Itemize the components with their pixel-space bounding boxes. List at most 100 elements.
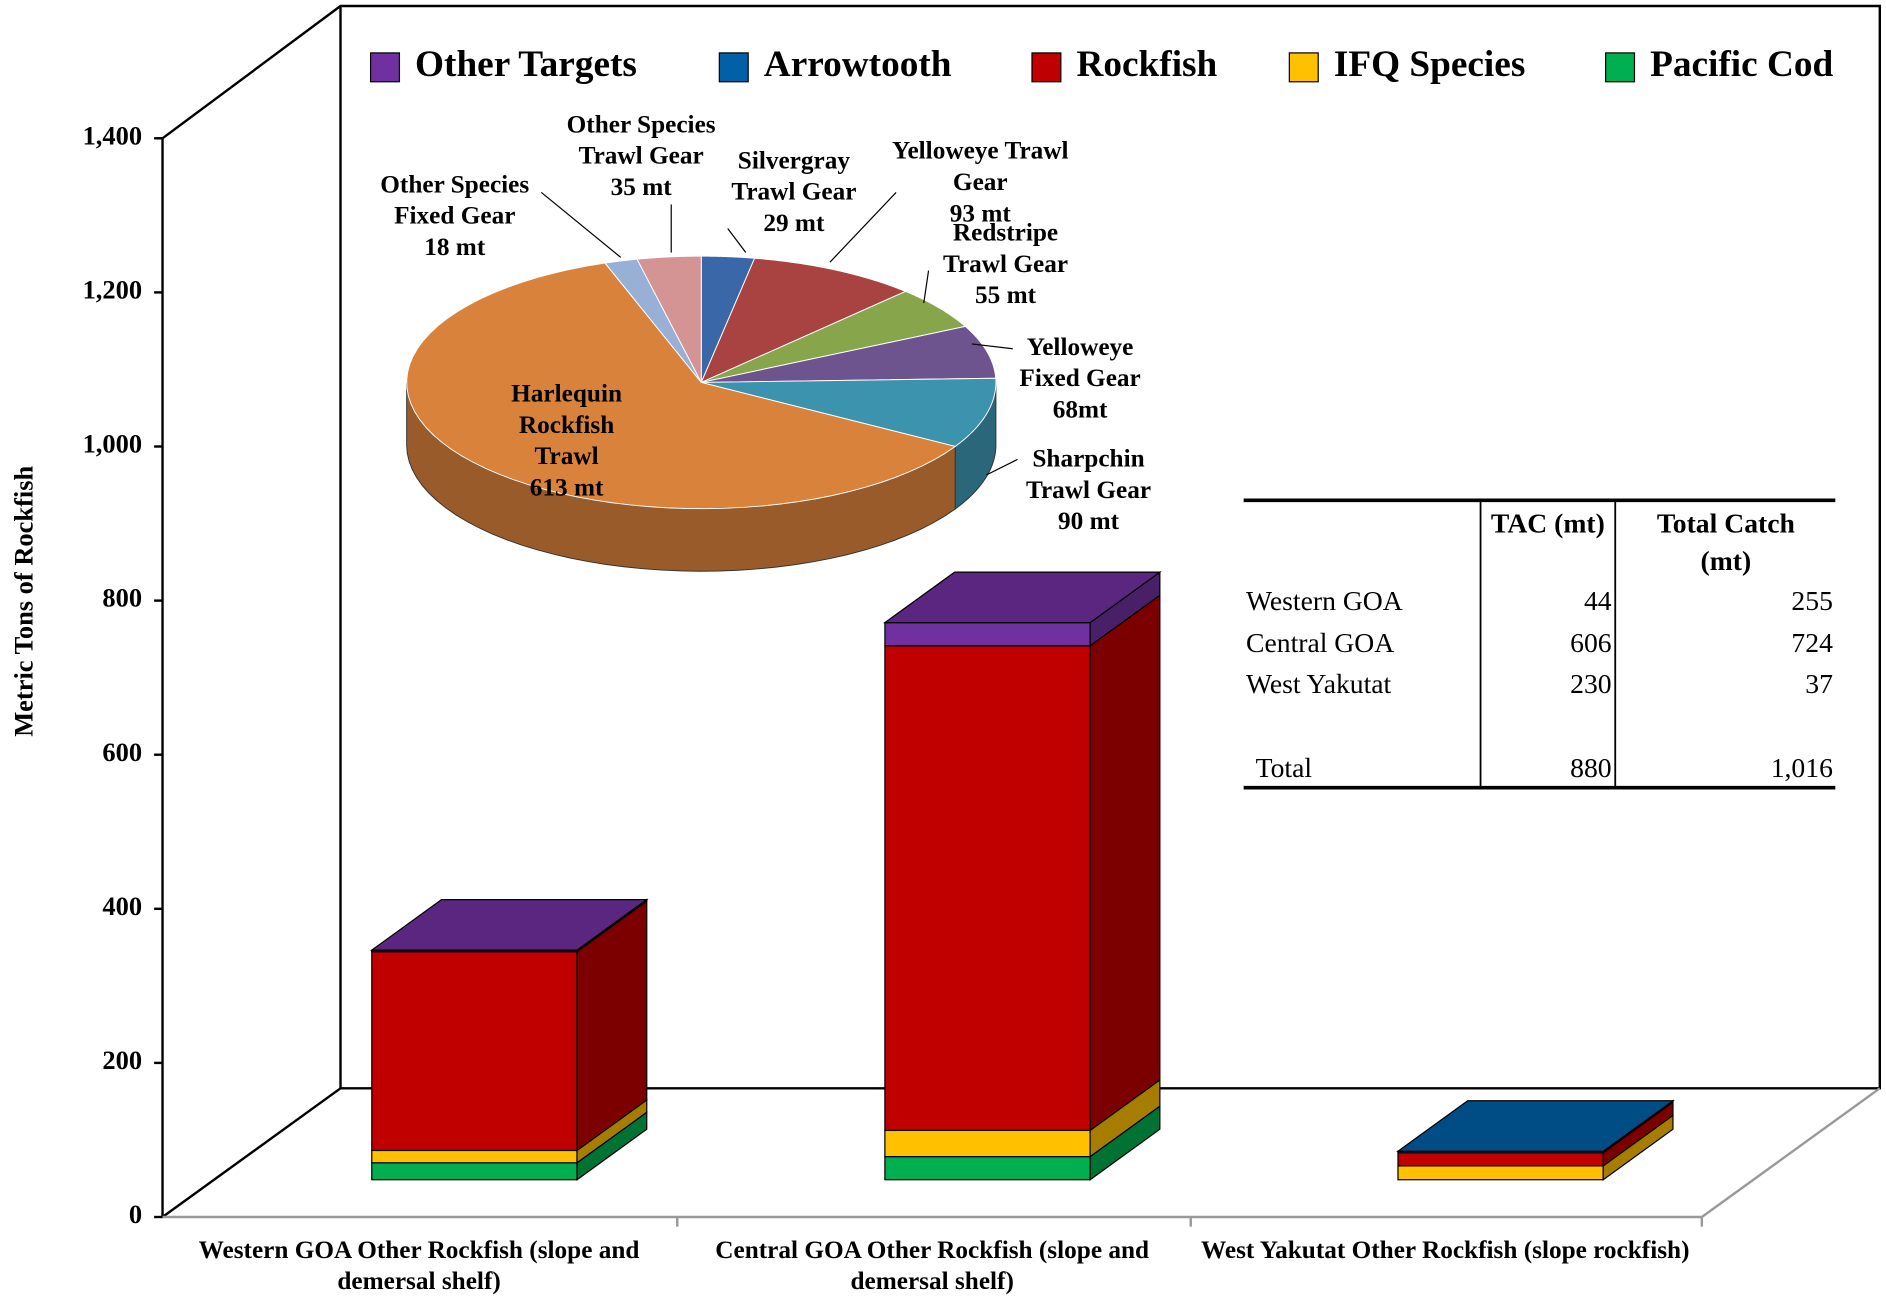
pie-value-label: 90 mt (1057, 506, 1120, 536)
leader-line (540, 191, 622, 258)
bar-side (1089, 594, 1161, 1132)
legend-swatch (718, 52, 749, 83)
legend-label: IFQ Species (1334, 44, 1526, 85)
table-header-text: TAC (mt) (1490, 508, 1605, 539)
pie-slice (604, 258, 702, 383)
y-tick-label: 0 (129, 1199, 142, 1229)
legend-swatch (1288, 52, 1319, 83)
legend-swatch (1605, 52, 1636, 83)
pie-label-text: Sharpchin Trawl Gear (1025, 443, 1152, 504)
x-tick-text: Central GOA Other Rockfish (slope and de… (715, 1235, 1150, 1296)
table-header: Total Catch (mt) (1630, 505, 1822, 580)
pie-value-label: 613 mt (529, 472, 604, 502)
y-tick-label: 400 (102, 891, 142, 921)
pie-label-box: Sharpchin Trawl Gear 90 mt (1010, 443, 1166, 537)
y-axis-title: Metric Tons of Rockfish (9, 466, 39, 737)
table-header-box: Total Catch (mt) (1630, 505, 1822, 580)
pie-label-box: Other Species Trawl Gear 35 mt (545, 108, 737, 202)
pie-label-text: Harlequin Rockfish Trawl (511, 378, 623, 471)
y-tick-label: 1,200 (83, 274, 142, 304)
leader-line (923, 270, 930, 304)
pie-value-label: 55 mt (975, 280, 1037, 310)
bar-segment (884, 1156, 1091, 1181)
pie-slice (636, 255, 702, 383)
leader-line (986, 458, 1018, 476)
bar-segment (1397, 1152, 1604, 1167)
x-tick-label-box: Central GOA Other Rockfish (slope and de… (680, 1234, 1185, 1297)
y-tick-label: 800 (102, 583, 142, 613)
table-cell: 44 (1584, 585, 1612, 616)
x-tick-label-box: West Yakutat Other Rockfish (slope rockf… (1193, 1234, 1698, 1265)
pie-value-label: 35 mt (610, 171, 672, 201)
pie-label-box: Other Species Fixed Gear 18 mt (365, 168, 545, 262)
table-cell: 37 (1805, 668, 1833, 699)
pie-value-label: 93 mt (949, 198, 1011, 228)
pie-label-text: Other Species Fixed Gear (380, 169, 530, 230)
bar-segment (884, 645, 1091, 1132)
pie-label-box: Harlequin Rockfish Trawl 613 mt (494, 378, 638, 503)
bar-segment (371, 1149, 578, 1164)
x-tick-label-box: Western GOA Other Rockfish (slope and de… (167, 1234, 672, 1297)
table-cell: 1,016 (1771, 752, 1833, 783)
leader-line (971, 343, 1013, 350)
table-cell: 255 (1791, 585, 1832, 616)
pie-label-text: Redstripe Trawl Gear (943, 217, 1069, 278)
legend-label: Other Targets (415, 44, 637, 85)
legend-label: Rockfish (1076, 44, 1217, 85)
bar-segment (884, 1129, 1091, 1158)
bar-top (1396, 1100, 1675, 1152)
pie-slice (701, 290, 967, 383)
pie-slice (701, 377, 997, 447)
x-tick-label: West Yakutat Other Rockfish (slope rockf… (1193, 1234, 1698, 1265)
x-tick-text: West Yakutat Other Rockfish (slope rockf… (1201, 1235, 1690, 1264)
table-cell: Central GOA (1246, 627, 1394, 658)
legend-label: Pacific Cod (1650, 44, 1833, 85)
pie-slice (406, 262, 957, 510)
legend-swatch (1031, 52, 1062, 83)
pie-label-text: Yelloweye Fixed Gear (1019, 331, 1141, 393)
bar-segment (884, 622, 1091, 647)
y-tick-label: 1,400 (83, 120, 142, 150)
pie-label-box: Yelloweye Trawl Gear 93 mt (872, 135, 1088, 229)
table-cell: 230 (1570, 668, 1611, 699)
table-cell: 880 (1570, 752, 1611, 783)
pie-label-box: Silvergray Trawl Gear 29 mt (716, 144, 872, 238)
pie-label-text: Other Species Trawl Gear (566, 109, 716, 170)
pie-label-box: Redstripe Trawl Gear 55 mt (927, 216, 1083, 310)
x-tick-text: Western GOA Other Rockfish (slope and de… (198, 1235, 640, 1296)
legend-label: Arrowtooth (764, 44, 952, 85)
pie-value-label: 18 mt (424, 232, 486, 261)
bar-segment (1397, 1165, 1604, 1181)
pie-label-box: Yelloweye Fixed Gear 68mt (1002, 331, 1158, 425)
table-cell: West Yakutat (1246, 668, 1392, 699)
y-tick-label: 600 (102, 737, 142, 767)
bar-segment (371, 951, 578, 1152)
x-tick-label: Western GOA Other Rockfish (slope and de… (167, 1234, 672, 1297)
table-cell: Western GOA (1246, 585, 1403, 616)
leader-line (727, 228, 747, 253)
table-header: TAC (mt) (1452, 505, 1644, 542)
table-lines (1243, 498, 1836, 790)
table-cell: Total (1256, 752, 1313, 783)
bar-top (883, 571, 1162, 624)
y-tick-label: 1,000 (83, 429, 142, 459)
table-header-box: TAC (mt) (1452, 505, 1644, 542)
pie-value-label: 29 mt (763, 208, 825, 237)
legend-swatch (369, 52, 401, 83)
bar-segment (371, 1162, 578, 1181)
table-cell: 606 (1570, 627, 1611, 658)
pie-label-text: Silvergray Trawl Gear (731, 145, 857, 206)
pie-label-text: Yelloweye Trawl Gear (892, 135, 1069, 197)
leader-line (829, 191, 897, 263)
y-tick-label: 200 (102, 1045, 142, 1075)
pie-slice (700, 257, 907, 384)
